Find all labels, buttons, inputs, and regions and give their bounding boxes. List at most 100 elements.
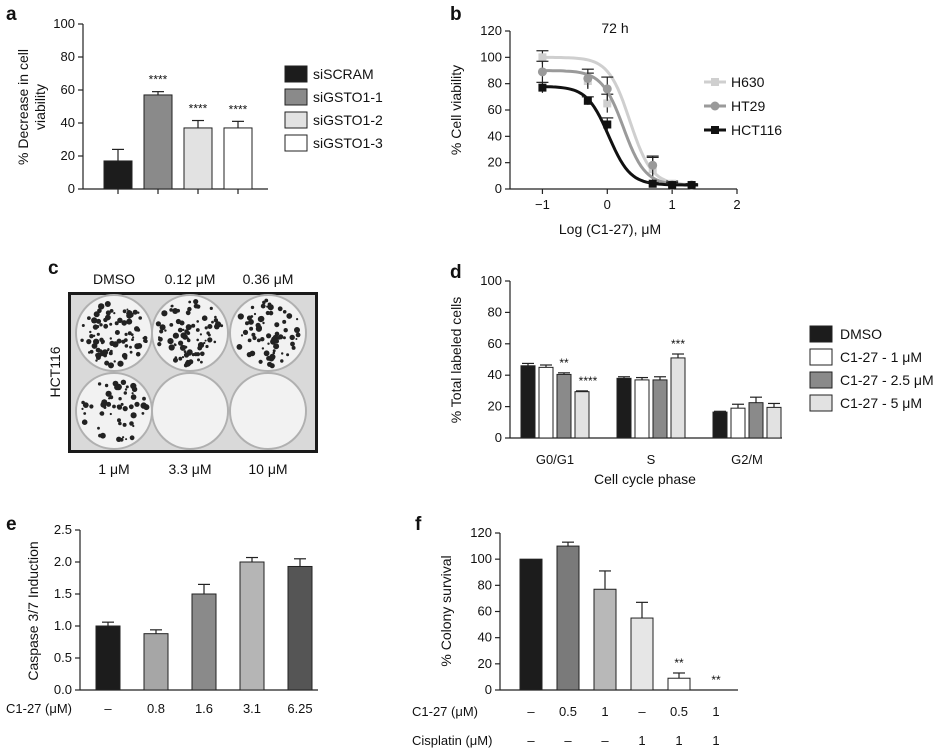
e-bar [95, 625, 121, 691]
d-legend-swatch [809, 371, 833, 389]
c-colony [159, 324, 166, 331]
c-colony [213, 340, 217, 344]
c-colony [161, 310, 168, 317]
c-colony [134, 401, 140, 407]
c-colony [113, 312, 116, 315]
panel-letter-d: d [450, 262, 462, 283]
c-colony [89, 349, 94, 354]
c-colony [193, 303, 199, 309]
f-bar [667, 677, 691, 691]
b-x-tick-label: 0 [604, 197, 611, 212]
f-significance: ** [711, 673, 721, 687]
d-x-axis-label: Cell cycle phase [594, 471, 696, 487]
c-colony [196, 320, 199, 323]
b-y-tick-label: 20 [488, 155, 502, 170]
b-x-tick-label: 2 [733, 197, 740, 212]
c-colony [116, 338, 122, 344]
a-y-tick-label: 0 [68, 181, 75, 196]
c-colony [114, 321, 119, 326]
f-x-tick-label-row1: 0.5 [670, 704, 688, 719]
c-colony [211, 320, 214, 324]
d-legend-swatch [809, 325, 833, 343]
d-legend-label: C1-27 - 1 μM [840, 349, 922, 365]
a-legend-label: siGSTO1-1 [313, 89, 383, 105]
c-colony [118, 397, 122, 401]
e-y-axis-label: Caspase 3/7 Induction [25, 541, 41, 680]
panel-f-chart: 0 20 40 60 80 100 120 % Colony survival C1-27 (μ… [412, 525, 738, 748]
c-colony [266, 333, 272, 339]
c-colony [95, 355, 101, 360]
c-colony [164, 329, 167, 332]
c-colony [123, 391, 128, 395]
a-y-axis-label-line: viability [32, 84, 48, 130]
c-colony [129, 435, 135, 441]
c-colony [132, 336, 135, 339]
c-colony [120, 363, 123, 366]
c-colony [245, 321, 249, 326]
e-bar [239, 561, 265, 691]
d-legend-swatch [809, 348, 833, 366]
c-colony [114, 330, 120, 335]
c-colony [169, 308, 173, 312]
c-colony [112, 380, 119, 387]
c-colony [124, 332, 128, 336]
c-colony [272, 349, 276, 353]
panel-letter-e: e [6, 514, 17, 535]
c-colony [106, 401, 112, 407]
c-colony [87, 316, 91, 320]
panel-d-chart: 0 20 40 60 80 100 % Total labeled cells Cell cy… [448, 273, 934, 487]
f-row-label-1: C1-27 (μM) [412, 704, 478, 719]
c-colony [121, 320, 127, 326]
b-data-point [603, 99, 612, 108]
c-bottom-label: 3.3 μM [168, 461, 211, 477]
c-colony [273, 343, 280, 350]
f-bar [630, 617, 654, 691]
c-colony [105, 390, 112, 397]
c-bottom-label: 10 μM [248, 461, 287, 477]
c-colony [199, 333, 202, 336]
e-bar [287, 565, 313, 691]
b-x-tick-label: −1 [535, 197, 550, 212]
e-x-tick-label: 1.6 [195, 701, 213, 716]
c-colony [266, 305, 269, 308]
c-colony [100, 432, 106, 439]
a-bar [143, 94, 173, 190]
a-y-tick-label: 40 [61, 115, 75, 130]
c-colony [238, 314, 244, 319]
c-colony [207, 333, 211, 337]
panel-letter-a: a [6, 4, 17, 25]
c-colony [129, 421, 134, 426]
c-colony [109, 340, 115, 346]
c-colony [204, 326, 208, 330]
panel-letter-f: f [415, 514, 422, 535]
b-y-tick-label: 60 [488, 102, 502, 117]
c-colony [282, 319, 287, 324]
a-legend-swatch [284, 134, 308, 152]
c-colony [281, 352, 284, 355]
d-bar [712, 411, 728, 439]
c-colony [127, 331, 132, 336]
c-colony [178, 356, 183, 361]
a-y-tick-label: 80 [61, 49, 75, 64]
c-colony [277, 306, 283, 312]
c-colony [109, 322, 113, 326]
d-x-tick-label: S [647, 452, 656, 467]
c-colony [124, 388, 128, 391]
c-colony [267, 342, 270, 345]
f-y-tick-label: 60 [478, 604, 492, 619]
c-colony [174, 343, 177, 347]
c-colony [143, 335, 148, 341]
c-colony [200, 360, 203, 364]
d-y-axis-label-line: % Total labeled cells [448, 297, 464, 424]
b-legend-marker [711, 126, 719, 134]
c-colony [183, 352, 190, 358]
c-colony [170, 305, 173, 308]
c-colony [117, 404, 123, 410]
a-legend-label: siSCRAM [313, 66, 374, 82]
f-x-tick-label-row2: 1 [675, 733, 682, 748]
c-colony [99, 349, 103, 353]
c-colony [294, 327, 300, 333]
c-colony [263, 350, 270, 357]
c-colony [126, 312, 129, 315]
c-colony [122, 422, 127, 427]
